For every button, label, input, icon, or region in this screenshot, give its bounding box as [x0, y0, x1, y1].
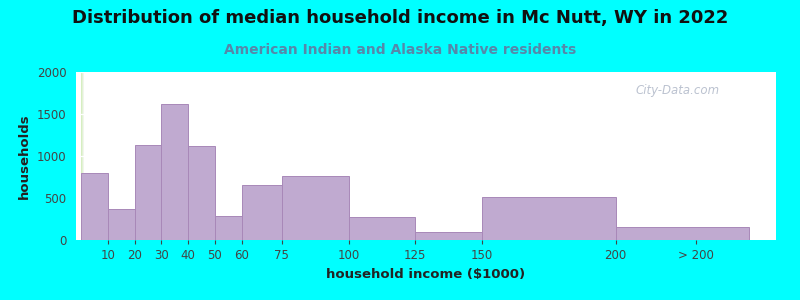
Bar	[215, 216, 242, 240]
Y-axis label: households: households	[18, 113, 31, 199]
Bar	[482, 197, 616, 240]
Bar	[349, 217, 415, 240]
Bar	[162, 104, 188, 240]
Bar	[282, 176, 349, 240]
X-axis label: household income ($1000): household income ($1000)	[326, 268, 526, 281]
Text: American Indian and Alaska Native residents: American Indian and Alaska Native reside…	[224, 44, 576, 58]
Bar	[188, 146, 215, 240]
Bar	[242, 185, 282, 240]
Text: City-Data.com: City-Data.com	[636, 84, 720, 97]
Bar	[415, 232, 482, 240]
Bar	[108, 209, 134, 240]
Bar	[134, 145, 162, 240]
Bar	[82, 173, 108, 240]
Text: Distribution of median household income in Mc Nutt, WY in 2022: Distribution of median household income …	[72, 9, 728, 27]
Bar	[616, 227, 750, 240]
